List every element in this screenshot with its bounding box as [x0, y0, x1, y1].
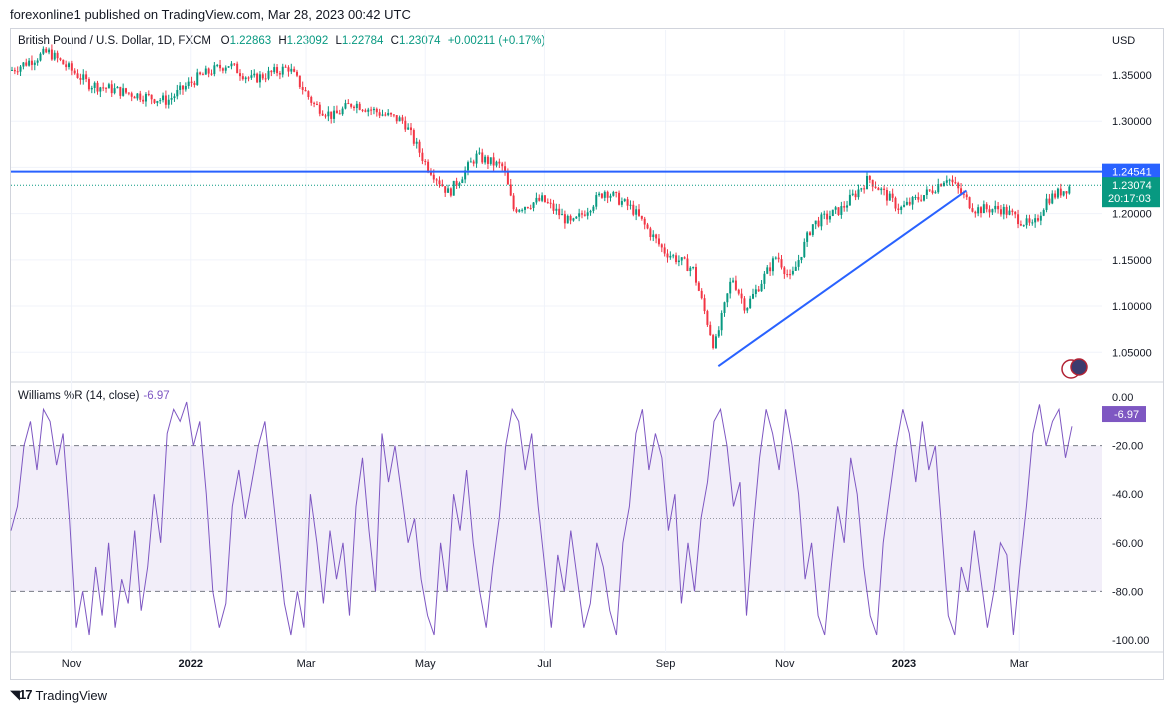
- footer: ◥17 TradingView: [10, 687, 107, 703]
- footer-brand[interactable]: TradingView: [35, 687, 108, 703]
- chart-frame: [10, 28, 1164, 680]
- open-value: 1.22863: [229, 35, 272, 47]
- low-label: L: [335, 35, 342, 47]
- high-value: 1.23092: [286, 35, 329, 47]
- close-value: 1.23074: [398, 35, 441, 47]
- publisher-caption: forexonline1 published on TradingView.co…: [10, 7, 411, 22]
- tradingview-logo-icon[interactable]: ◥17: [10, 687, 32, 702]
- open-label: O: [220, 35, 230, 47]
- close-label: C: [390, 35, 399, 47]
- high-label: H: [278, 35, 287, 47]
- williams-label[interactable]: Williams %R (14, close): [18, 390, 140, 402]
- williams-legend: Williams %R (14, close) -6.97: [18, 390, 170, 402]
- currency-label: USD: [1112, 35, 1136, 47]
- change-value: +0.00211 (+0.17%): [447, 35, 546, 47]
- williams-value: -6.97: [143, 390, 170, 402]
- low-value: 1.22784: [341, 35, 384, 47]
- symbol-label[interactable]: British Pound / U.S. Dollar, 1D, FXCM: [18, 35, 212, 47]
- price-legend: British Pound / U.S. Dollar, 1D, FXCM O1…: [18, 35, 549, 47]
